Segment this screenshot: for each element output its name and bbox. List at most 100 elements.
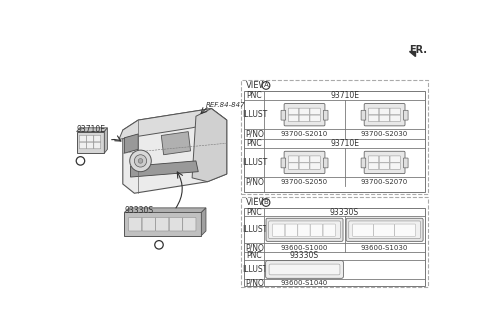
Polygon shape [124,208,206,213]
FancyBboxPatch shape [94,135,101,142]
FancyBboxPatch shape [284,104,325,126]
FancyBboxPatch shape [310,115,320,122]
Text: B: B [156,242,161,248]
Text: 93700-S2010: 93700-S2010 [281,131,328,137]
FancyBboxPatch shape [361,158,366,168]
Text: 93710E: 93710E [330,139,359,148]
Circle shape [155,241,163,249]
FancyBboxPatch shape [288,156,299,163]
Text: 93700-S2070: 93700-S2070 [361,179,408,185]
Text: PNC: PNC [247,208,262,216]
FancyBboxPatch shape [379,156,390,163]
FancyBboxPatch shape [369,156,379,163]
FancyBboxPatch shape [361,110,366,120]
FancyBboxPatch shape [299,163,310,169]
FancyBboxPatch shape [390,108,400,115]
FancyBboxPatch shape [390,163,400,169]
FancyBboxPatch shape [404,110,408,120]
Text: 93700-S2030: 93700-S2030 [361,131,408,137]
Polygon shape [161,132,191,155]
FancyBboxPatch shape [310,163,320,169]
Polygon shape [119,109,227,139]
FancyBboxPatch shape [273,224,285,236]
FancyBboxPatch shape [299,108,310,115]
Text: VIEW: VIEW [246,198,268,207]
FancyBboxPatch shape [353,224,373,236]
FancyBboxPatch shape [346,218,423,241]
FancyBboxPatch shape [285,224,298,236]
FancyBboxPatch shape [390,115,400,122]
Text: 93330S: 93330S [330,208,359,216]
Text: ILLUST: ILLUST [242,110,267,119]
Bar [241,80,428,194]
Text: A: A [78,158,83,164]
Text: 93600-S1030: 93600-S1030 [361,245,408,250]
FancyBboxPatch shape [80,135,86,142]
FancyBboxPatch shape [379,115,390,122]
Polygon shape [192,109,227,182]
Text: PNC: PNC [247,91,262,100]
Circle shape [130,150,151,172]
FancyBboxPatch shape [404,158,408,168]
Text: ILLUST: ILLUST [242,225,267,234]
FancyBboxPatch shape [379,108,390,115]
Bar [244,208,425,286]
FancyBboxPatch shape [324,158,328,168]
Bar [241,197,428,287]
FancyBboxPatch shape [379,163,390,169]
Circle shape [76,157,84,165]
Text: 93600-S1040: 93600-S1040 [281,280,328,286]
FancyBboxPatch shape [288,115,299,122]
FancyBboxPatch shape [324,110,328,120]
FancyBboxPatch shape [281,158,286,168]
Text: 93330S: 93330S [124,206,154,215]
FancyBboxPatch shape [269,264,340,275]
Polygon shape [124,134,138,153]
FancyBboxPatch shape [369,163,379,169]
Text: VIEW: VIEW [246,81,268,90]
Text: P/NO: P/NO [245,177,264,186]
FancyBboxPatch shape [288,163,299,169]
Polygon shape [123,109,227,193]
FancyBboxPatch shape [395,224,415,236]
FancyBboxPatch shape [311,224,323,236]
FancyBboxPatch shape [80,142,86,149]
Polygon shape [201,208,206,235]
FancyBboxPatch shape [374,224,395,236]
Bar [244,91,425,193]
Text: P/NO: P/NO [245,243,264,252]
FancyBboxPatch shape [183,217,196,231]
FancyBboxPatch shape [94,142,101,149]
Polygon shape [77,128,108,132]
FancyBboxPatch shape [265,261,343,278]
FancyBboxPatch shape [323,224,336,236]
Polygon shape [104,128,108,153]
Text: FR.: FR. [409,45,427,55]
Text: ILLUST: ILLUST [242,265,267,274]
Text: ILLUST: ILLUST [242,158,267,167]
FancyBboxPatch shape [299,156,310,163]
FancyBboxPatch shape [284,151,325,174]
Polygon shape [124,213,201,235]
FancyBboxPatch shape [390,156,400,163]
FancyBboxPatch shape [269,221,340,239]
Text: 93700-S2050: 93700-S2050 [281,179,328,185]
FancyBboxPatch shape [266,218,343,241]
Text: B: B [264,199,268,205]
FancyBboxPatch shape [310,108,320,115]
Polygon shape [77,132,104,153]
FancyBboxPatch shape [364,104,405,126]
Text: REF.84-847: REF.84-847 [206,102,246,108]
FancyBboxPatch shape [288,108,299,115]
Circle shape [134,155,147,167]
FancyBboxPatch shape [349,221,420,239]
Circle shape [138,159,143,163]
Text: 93600-S1000: 93600-S1000 [281,245,328,250]
FancyBboxPatch shape [364,151,405,174]
FancyBboxPatch shape [281,110,286,120]
Circle shape [262,198,270,206]
FancyBboxPatch shape [310,156,320,163]
FancyBboxPatch shape [169,217,182,231]
Text: PNC: PNC [247,251,262,261]
FancyBboxPatch shape [156,217,169,231]
